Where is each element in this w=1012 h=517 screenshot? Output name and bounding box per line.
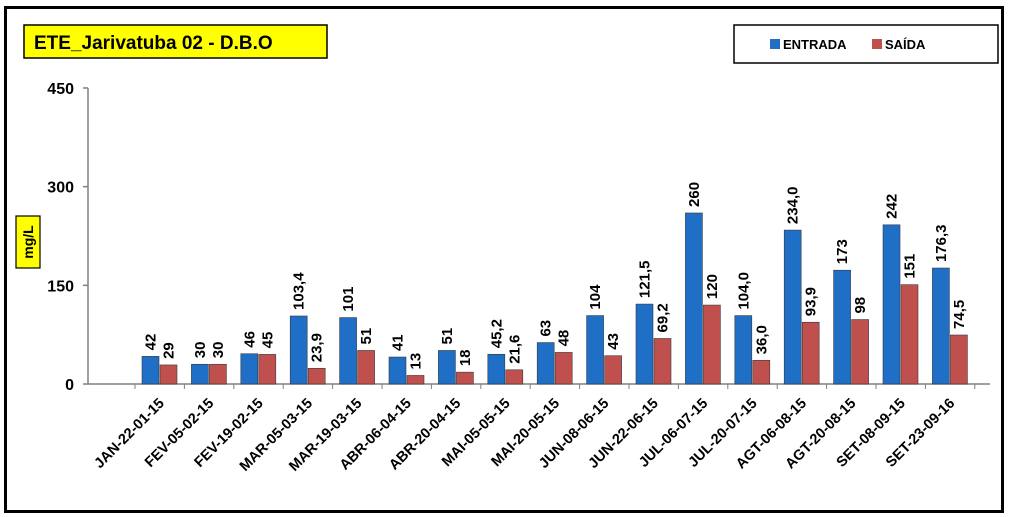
data-label-saida: 13 <box>408 353 425 370</box>
chart-frame <box>4 6 1004 513</box>
bar-entrada <box>635 303 654 385</box>
data-label-entrada: 176,3 <box>933 224 950 262</box>
chart-title-box: ETE_Jarivatuba 02 - D.B.O <box>23 24 328 59</box>
bar-entrada <box>932 267 950 385</box>
bar-saida <box>604 355 622 385</box>
y-tick-label: 150 <box>47 278 74 295</box>
bar-entrada <box>685 212 703 385</box>
bar-saida <box>159 364 178 385</box>
bar-saida <box>653 338 672 385</box>
chart-x-tick-labels: JAN-22-01-15FEV-05-02-15FEV-19-02-15MAR-… <box>92 396 959 475</box>
chart-title-background <box>23 24 328 59</box>
bar-saida <box>703 304 721 385</box>
bar-entrada <box>536 342 555 385</box>
data-label-saida: 74,5 <box>951 300 968 329</box>
data-label-entrada: 234,0 <box>785 187 802 225</box>
bar-saida <box>357 350 375 385</box>
legend-swatch-saida <box>872 39 882 49</box>
y-axis-label-box: mg/L <box>15 215 41 269</box>
data-label-saida: 120 <box>704 274 721 299</box>
data-label-entrada: 103,4 <box>291 272 308 310</box>
y-tick-label: 0 <box>65 377 74 394</box>
bar-saida <box>209 363 227 385</box>
data-label-entrada: 42 <box>143 334 160 351</box>
y-axis-label: mg/L <box>20 225 36 259</box>
bar-saida <box>950 334 968 385</box>
y-axis-label-background <box>15 215 41 269</box>
data-label-entrada: 46 <box>241 331 258 348</box>
data-label-saida: 30 <box>210 342 227 359</box>
data-label-saida: 51 <box>358 328 375 345</box>
data-label-entrada: 173 <box>834 239 851 264</box>
bar-saida <box>900 284 919 385</box>
bar-saida <box>851 319 869 385</box>
bar-entrada <box>141 356 160 385</box>
data-label-saida: 36,0 <box>753 325 770 354</box>
chart-legend: ENTRADA SAÍDA <box>733 24 999 64</box>
data-label-saida: 23,9 <box>309 333 326 362</box>
chart-bars <box>141 212 968 385</box>
data-label-saida: 69,2 <box>655 303 672 332</box>
bar-entrada <box>586 315 604 385</box>
data-label-saida: 48 <box>556 330 573 347</box>
bar-entrada <box>388 356 407 385</box>
bar-saida <box>406 375 425 385</box>
data-label-entrada: 63 <box>538 320 555 337</box>
data-label-saida: 98 <box>852 297 869 314</box>
data-label-saida: 29 <box>161 342 178 359</box>
legend-swatch-entrada <box>770 39 780 49</box>
data-label-saida: 43 <box>605 333 622 350</box>
bar-entrada <box>833 269 851 385</box>
data-label-entrada: 51 <box>439 328 456 345</box>
data-label-saida: 45 <box>259 332 276 349</box>
bar-saida <box>801 321 820 385</box>
data-label-entrada: 41 <box>390 334 407 351</box>
data-label-entrada: 242 <box>884 194 901 219</box>
bar-saida <box>554 352 573 385</box>
bar-entrada <box>191 363 209 385</box>
data-label-saida: 151 <box>902 254 919 279</box>
bar-entrada <box>438 350 456 385</box>
data-label-saida: 18 <box>457 349 474 366</box>
bar-entrada <box>487 353 506 385</box>
data-label-entrada: 104,0 <box>735 272 752 310</box>
data-label-saida: 93,9 <box>803 287 820 316</box>
bar-saida <box>258 354 277 385</box>
data-label-entrada: 260 <box>686 182 703 207</box>
data-label-entrada: 45,2 <box>488 319 505 348</box>
y-tick-label: 450 <box>47 81 74 98</box>
data-label-saida: 21,6 <box>506 335 523 364</box>
bar-entrada <box>289 315 308 385</box>
bar-entrada <box>783 229 802 385</box>
data-label-entrada: 121,5 <box>637 261 654 299</box>
data-label-entrada: 104 <box>587 284 604 310</box>
data-label-entrada: 101 <box>340 287 357 312</box>
bar-saida <box>752 360 771 385</box>
bar-saida <box>307 367 326 385</box>
data-label-entrada: 30 <box>192 342 209 359</box>
bar-saida <box>505 369 524 385</box>
chart-title: ETE_Jarivatuba 02 - D.B.O <box>34 33 273 54</box>
y-tick-label: 300 <box>47 180 74 197</box>
bar-entrada <box>734 315 753 385</box>
chart-data-labels: 42 30 46 103,4 101 41 51 45,2 63 104 121,5 260 104,0… <box>143 182 968 370</box>
legend-label-saida: SAÍDA <box>885 37 926 52</box>
bar-entrada <box>240 353 259 385</box>
legend-label-entrada: ENTRADA <box>783 37 847 52</box>
bar-entrada <box>882 224 901 385</box>
bar-saida <box>456 371 474 385</box>
bar-entrada <box>339 317 357 385</box>
